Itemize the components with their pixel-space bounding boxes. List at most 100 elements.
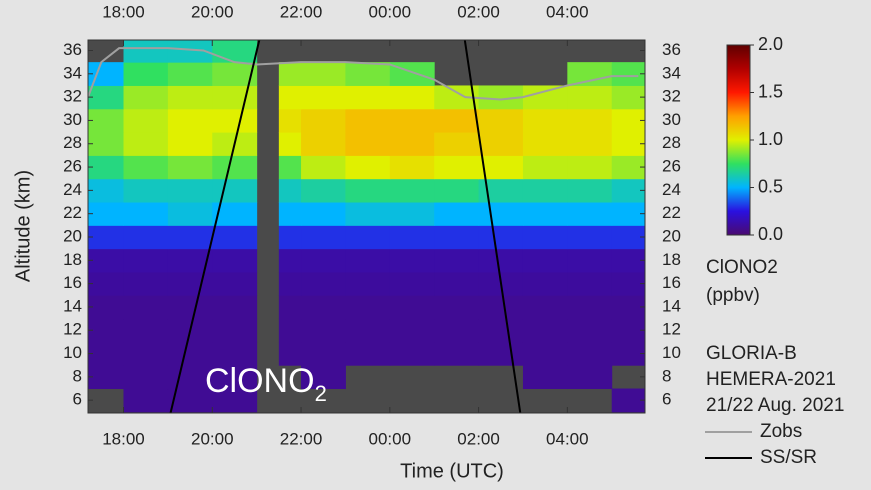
heatmap-cell [88,85,125,110]
x-tick-label: 04:00 [546,2,589,21]
heatmap-cell [345,202,391,226]
heatmap-cell [278,318,302,343]
heatmap-cell [611,132,645,156]
heatmap-cell [123,248,169,273]
heatmap-cell [345,85,391,110]
x-axis-label: Time (UTC) [400,460,504,482]
y-tick-label: 34 [662,63,681,82]
heatmap-cell [167,248,213,273]
heatmap-cell [478,178,524,203]
y-axis-label: Altitude (km) [12,170,34,282]
heatmap-cell [345,341,391,366]
y-tick-label: 18 [63,250,82,269]
heatmap-cell [478,108,524,133]
heatmap-cell [345,155,391,180]
heatmap-cell [301,108,346,133]
heatmap-cell [88,318,125,343]
heatmap-cell [88,271,125,296]
heatmap-cell [611,341,645,366]
heatmap-cell [88,108,125,133]
plot-frame [87,39,646,414]
heatmap-cell [389,225,435,250]
heatmap-cell [278,62,302,86]
heatmap-cell [167,132,213,156]
heatmap-cell [301,85,346,110]
heatmap-cell [88,365,125,390]
note: HEMERA-2021 [706,369,836,390]
x-tick-label: 20:00 [191,2,234,21]
y-tick-label: 16 [662,273,681,292]
y-tick-label: 14 [63,296,82,315]
heatmap-cell [522,178,568,203]
heatmap-cell [123,85,169,110]
heatmap-cell [567,108,613,133]
heatmap-cell [212,85,258,110]
heatmap-cell [278,85,302,110]
heatmap-cell [478,155,524,180]
heatmap-cell [123,318,169,343]
note: GLORIA-B [706,343,797,364]
heatmap-cell [167,155,213,180]
y-tick-label: 32 [662,87,681,106]
heatmap-cell [567,365,613,390]
heatmap-cell [167,62,213,86]
heatmap-cell [522,202,568,226]
legend-label: Zobs [760,421,802,442]
heatmap-cell [278,178,302,203]
y-tick-label: 30 [662,110,681,129]
heatmap-cell [301,248,346,273]
y-tick-label: 20 [63,226,82,245]
heatmap-cell [167,40,213,63]
heatmap-cell [167,225,213,250]
heatmap-cell [478,318,524,343]
heatmap-cell [345,132,391,156]
heatmap-cell [212,248,258,273]
heatmap-cell [167,388,213,413]
colorbar-tick-label: 1.5 [758,81,783,101]
heatmap-cell [434,178,480,203]
heatmap-cell [567,155,613,180]
heatmap-cell [434,108,480,133]
heatmap-cell [212,40,258,63]
heatmap-cell [88,62,125,86]
heatmap-cell [167,341,213,366]
annotation-text: ClONO [205,362,315,400]
heatmap-cell [611,225,645,250]
heatmap-cell [478,202,524,226]
heatmap-cell [123,155,169,180]
heatmap-cell [345,318,391,343]
heatmap-cell [301,225,346,250]
heatmap-cell [567,271,613,296]
heatmap-cell [123,108,169,133]
heatmap-cell [434,341,480,366]
heatmap-cell [278,271,302,296]
heatmap-cell [212,178,258,203]
annotation-subscript: 2 [315,381,327,406]
heatmap-cell [212,108,258,133]
heatmap-cell [478,85,524,110]
heatmap-cell [301,365,346,390]
y-tick-label: 16 [63,273,82,292]
heatmap-cell [123,388,169,413]
heatmap-cell [522,248,568,273]
heatmap-cell [123,365,169,390]
y-tick-label: 18 [662,250,681,269]
heatmap-cell [123,178,169,203]
heatmap-cell [434,271,480,296]
heatmap-cell [123,341,169,366]
heatmap-cell [389,341,435,366]
heatmap-cell [434,248,480,273]
heatmap-cell [278,225,302,250]
heatmap-cell [167,202,213,226]
heatmap-cell [567,295,613,320]
heatmap-cell [522,318,568,343]
y-tick-label: 20 [662,226,681,245]
y-tick-label: 32 [63,87,82,106]
colorbar-tick-label: 0.5 [758,176,783,196]
heatmap-cell [301,341,346,366]
heatmap-cell [167,365,213,390]
heatmap-cell [301,62,346,86]
y-tick-label: 24 [662,180,681,199]
heatmap-cell [278,295,302,320]
heatmap-cell [301,271,346,296]
